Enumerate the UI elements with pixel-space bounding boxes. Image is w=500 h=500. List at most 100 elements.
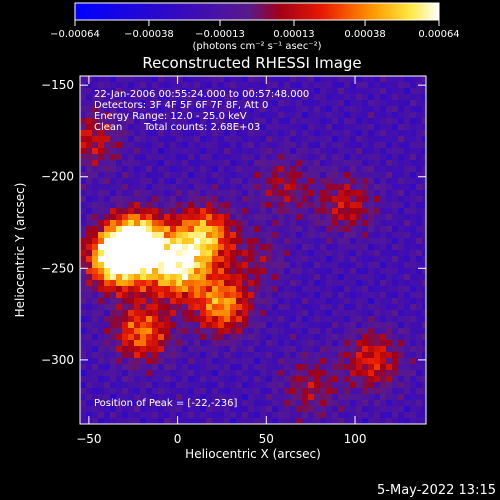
heatmap-cell (404, 376, 411, 383)
heatmap-cell (152, 316, 159, 323)
heatmap-cell (284, 154, 291, 161)
heatmap-cell (380, 106, 387, 113)
heatmap-cell (116, 184, 123, 191)
heatmap-cell (152, 196, 159, 203)
heatmap-cell (104, 292, 111, 299)
heatmap-cell (170, 274, 177, 281)
heatmap-cell (362, 310, 369, 317)
heatmap-cell (206, 358, 213, 365)
heatmap-cell (272, 148, 279, 155)
heatmap-cell (392, 100, 399, 107)
heatmap-cell (314, 262, 321, 269)
heatmap-cell (320, 262, 327, 269)
heatmap-cell (86, 214, 93, 221)
heatmap-cell (410, 370, 417, 377)
heatmap-cell (410, 418, 417, 424)
heatmap-cell (182, 292, 189, 299)
heatmap-cell (164, 172, 171, 179)
heatmap-cell (272, 178, 279, 185)
heatmap-cell (356, 358, 363, 365)
heatmap-cell (254, 160, 261, 167)
heatmap-cell (374, 250, 381, 257)
heatmap-cell (296, 310, 303, 317)
heatmap-cell (182, 328, 189, 335)
heatmap-cell (80, 88, 87, 95)
heatmap-cell (164, 124, 171, 131)
heatmap-cell (98, 394, 105, 401)
heatmap-cell (224, 382, 231, 389)
heatmap-cell (206, 166, 213, 173)
heatmap-cell (194, 298, 201, 305)
heatmap-cell (104, 352, 111, 359)
heatmap-cell (374, 142, 381, 149)
heatmap-cell (308, 358, 315, 365)
heatmap-cell (368, 262, 375, 269)
heatmap-cell (164, 130, 171, 137)
heatmap-cell (224, 94, 231, 101)
heatmap-cell (206, 76, 213, 83)
heatmap-cell (398, 178, 405, 185)
heatmap-cell (236, 238, 243, 245)
heatmap-cell (176, 304, 183, 311)
heatmap-cell (176, 328, 183, 335)
colorbar-tick-label: −0.00064 (50, 29, 100, 40)
heatmap-cell (278, 340, 285, 347)
heatmap-cell (338, 166, 345, 173)
heatmap-cell (164, 292, 171, 299)
heatmap-cell (176, 376, 183, 383)
heatmap-cell (176, 196, 183, 203)
heatmap-cell (152, 124, 159, 131)
heatmap-cell (368, 310, 375, 317)
heatmap-cell (302, 316, 309, 323)
heatmap-cell (272, 256, 279, 263)
heatmap-cell (320, 88, 327, 95)
heatmap-cell (104, 328, 111, 335)
heatmap-cell (86, 352, 93, 359)
heatmap-cell (218, 166, 225, 173)
heatmap-cell (284, 268, 291, 275)
heatmap-cell (344, 280, 351, 287)
heatmap-cell (296, 112, 303, 119)
heatmap-cell (302, 76, 309, 83)
heatmap-cell (410, 88, 417, 95)
heatmap-cell (134, 364, 141, 371)
heatmap-cell (284, 394, 291, 401)
heatmap-cell (212, 172, 219, 179)
heatmap-cell (230, 184, 237, 191)
heatmap-cell (98, 208, 105, 215)
heatmap-cell (182, 244, 189, 251)
heatmap-cell (326, 292, 333, 299)
heatmap-cell (110, 328, 117, 335)
heatmap-cell (128, 82, 135, 89)
heatmap-cell (332, 394, 339, 401)
heatmap-cell (356, 310, 363, 317)
heatmap-cell (320, 340, 327, 347)
heatmap-cell (356, 244, 363, 251)
heatmap-cell (182, 202, 189, 209)
heatmap-cell (122, 274, 129, 281)
heatmap-cell (302, 136, 309, 143)
heatmap-cell (308, 208, 315, 215)
heatmap-cell (188, 322, 195, 329)
heatmap-cell (236, 370, 243, 377)
heatmap-cell (230, 340, 237, 347)
heatmap-cell (374, 262, 381, 269)
heatmap-cell (386, 112, 393, 119)
heatmap-cell (416, 382, 423, 389)
heatmap-cell (80, 394, 87, 401)
heatmap-cell (92, 76, 99, 83)
heatmap-cell (386, 88, 393, 95)
heatmap-cell (236, 376, 243, 383)
heatmap-cell (380, 82, 387, 89)
heatmap-cell (398, 238, 405, 245)
heatmap-cell (380, 202, 387, 209)
heatmap-cell (152, 130, 159, 137)
heatmap-cell (98, 244, 105, 251)
heatmap-cell (128, 382, 135, 389)
heatmap-cell (416, 220, 423, 227)
heatmap-cell (410, 394, 417, 401)
heatmap-cell (224, 268, 231, 275)
heatmap-cell (254, 106, 261, 113)
heatmap-cell (356, 262, 363, 269)
heatmap-cell (308, 130, 315, 137)
